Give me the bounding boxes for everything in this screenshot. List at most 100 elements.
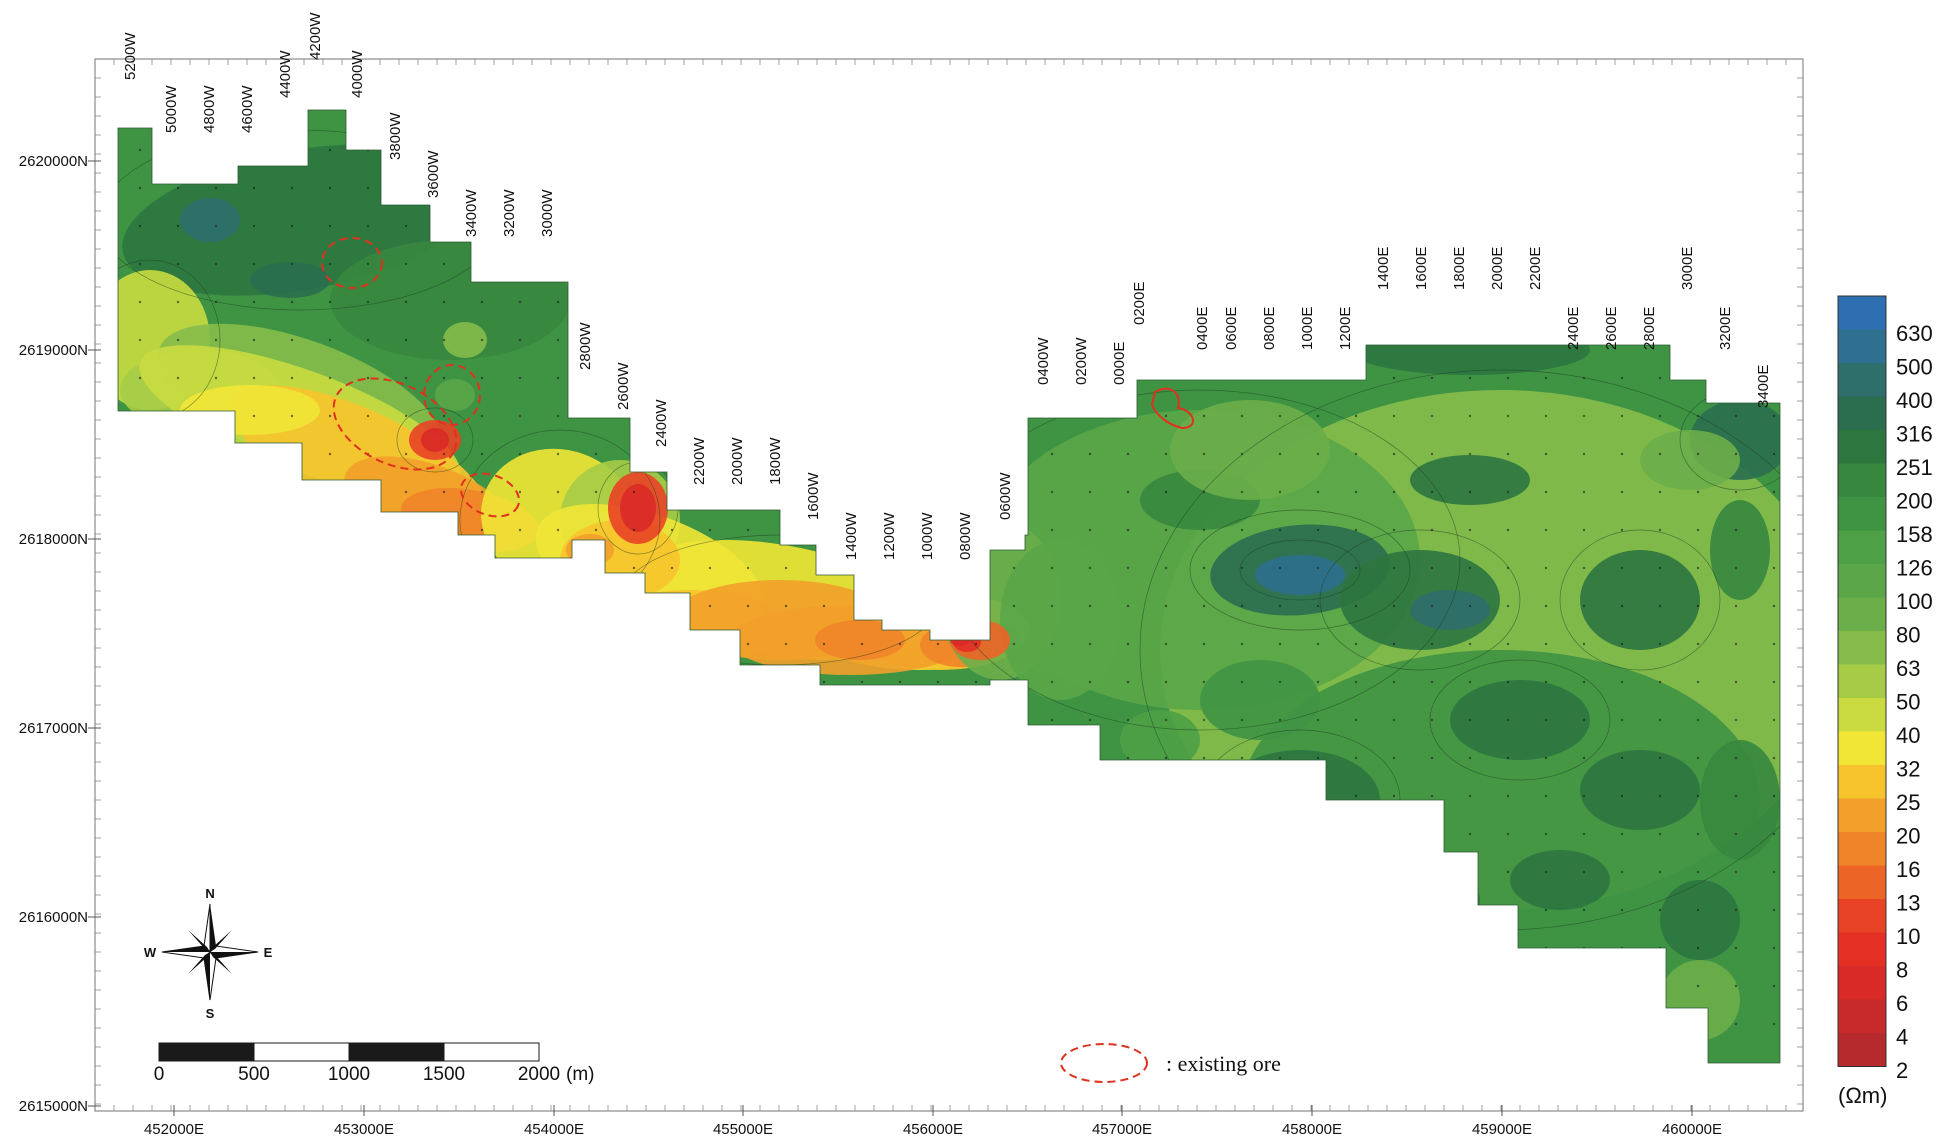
- survey-line-label: 0800E: [1261, 307, 1278, 350]
- station-point: [1012, 604, 1016, 608]
- station-point: [404, 1022, 408, 1026]
- station-point: [366, 946, 370, 950]
- station-point: [1734, 376, 1738, 380]
- survey-line-label: 1800E: [1451, 247, 1468, 290]
- station-point: [746, 186, 750, 190]
- station-point: [1772, 528, 1776, 532]
- station-point: [556, 148, 560, 152]
- station-point: [176, 794, 180, 798]
- station-point: [1620, 756, 1624, 760]
- station-point: [670, 680, 674, 684]
- station-point: [1544, 148, 1548, 152]
- station-point: [746, 756, 750, 760]
- legend-swatch: [1838, 329, 1886, 363]
- station-point: [1202, 262, 1206, 266]
- station-point: [898, 794, 902, 798]
- station-point: [1620, 528, 1624, 532]
- station-point: [1696, 946, 1700, 950]
- station-point: [1544, 680, 1548, 684]
- station-point: [822, 642, 826, 646]
- station-point: [784, 718, 788, 722]
- station-point: [1316, 832, 1320, 836]
- scale-bar-unit: (m): [566, 1064, 594, 1085]
- station-point: [936, 566, 940, 570]
- station-point: [708, 1022, 712, 1026]
- resistivity-zone: [180, 198, 240, 242]
- station-point: [480, 300, 484, 304]
- station-point: [176, 718, 180, 722]
- station-point: [1734, 604, 1738, 608]
- legend-level-label: 80: [1896, 622, 1920, 647]
- station-point: [1506, 224, 1510, 228]
- station-point: [290, 984, 294, 988]
- survey-line-label: 4000W: [349, 50, 366, 98]
- station-point: [1772, 338, 1776, 342]
- station-point: [1392, 984, 1396, 988]
- station-point: [1468, 566, 1472, 570]
- station-point: [860, 338, 864, 342]
- station-point: [1088, 870, 1092, 874]
- station-point: [1050, 984, 1054, 988]
- station-point: [1468, 376, 1472, 380]
- station-point: [1392, 376, 1396, 380]
- station-point: [1126, 756, 1130, 760]
- station-point: [1164, 832, 1168, 836]
- station-point: [784, 376, 788, 380]
- station-point: [1658, 984, 1662, 988]
- station-point: [860, 300, 864, 304]
- legend-swatch: [1838, 832, 1886, 866]
- station-point: [1354, 262, 1358, 266]
- station-point: [1734, 680, 1738, 684]
- station-point: [442, 452, 446, 456]
- station-point: [442, 642, 446, 646]
- station-point: [708, 528, 712, 532]
- station-point: [518, 984, 522, 988]
- station-point: [1202, 946, 1206, 950]
- station-point: [1240, 300, 1244, 304]
- station-point: [1050, 832, 1054, 836]
- station-point: [1734, 300, 1738, 304]
- station-point: [556, 984, 560, 988]
- station-point: [1620, 490, 1624, 494]
- station-point: [708, 262, 712, 266]
- station-point: [1468, 262, 1472, 266]
- station-point: [594, 490, 598, 494]
- station-point: [1620, 1022, 1624, 1026]
- station-point: [1088, 262, 1092, 266]
- station-point: [1734, 832, 1738, 836]
- station-point: [1088, 566, 1092, 570]
- station-point: [404, 718, 408, 722]
- station-point: [328, 262, 332, 266]
- station-point: [252, 642, 256, 646]
- station-point: [1012, 452, 1016, 456]
- station-point: [1126, 148, 1130, 152]
- station-point: [556, 756, 560, 760]
- station-point: [290, 490, 294, 494]
- station-point: [328, 338, 332, 342]
- station-point: [404, 528, 408, 532]
- station-point: [1354, 870, 1358, 874]
- station-point: [594, 186, 598, 190]
- station-point: [974, 262, 978, 266]
- station-point: [290, 718, 294, 722]
- station-point: [1620, 870, 1624, 874]
- station-point: [822, 870, 826, 874]
- station-point: [518, 414, 522, 418]
- legend-level-label: 20: [1896, 823, 1920, 848]
- station-point: [1126, 984, 1130, 988]
- y-axis-label: 2620000N: [19, 153, 88, 170]
- station-point: [366, 1022, 370, 1026]
- station-point: [1506, 832, 1510, 836]
- station-point: [1506, 414, 1510, 418]
- station-point: [1316, 490, 1320, 494]
- station-point: [480, 338, 484, 342]
- station-point: [328, 604, 332, 608]
- station-point: [1582, 1022, 1586, 1026]
- station-point: [632, 870, 636, 874]
- station-point: [1240, 338, 1244, 342]
- station-point: [1392, 262, 1396, 266]
- station-point: [1164, 414, 1168, 418]
- station-point: [1734, 718, 1738, 722]
- station-point: [404, 186, 408, 190]
